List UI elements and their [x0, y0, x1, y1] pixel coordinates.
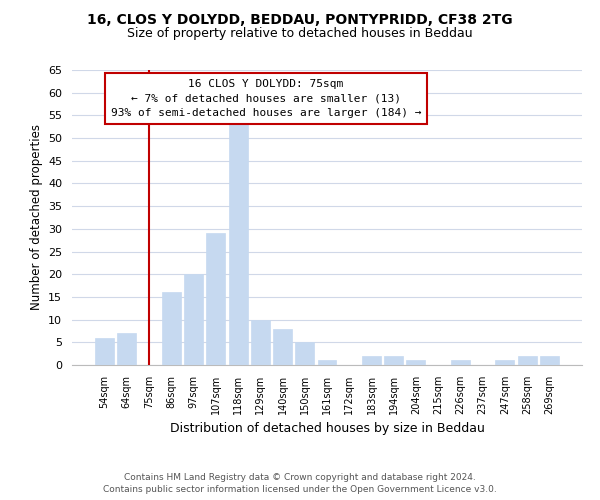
- Text: Size of property relative to detached houses in Beddau: Size of property relative to detached ho…: [127, 28, 473, 40]
- Bar: [295, 342, 314, 365]
- Bar: [273, 328, 292, 365]
- Bar: [496, 360, 514, 365]
- Text: 16, CLOS Y DOLYDD, BEDDAU, PONTYPRIDD, CF38 2TG: 16, CLOS Y DOLYDD, BEDDAU, PONTYPRIDD, C…: [87, 12, 513, 26]
- Bar: [184, 274, 203, 365]
- Bar: [384, 356, 403, 365]
- Bar: [229, 120, 248, 365]
- Text: Contains HM Land Registry data © Crown copyright and database right 2024.: Contains HM Land Registry data © Crown c…: [124, 472, 476, 482]
- Text: Contains public sector information licensed under the Open Government Licence v3: Contains public sector information licen…: [103, 485, 497, 494]
- Bar: [362, 356, 381, 365]
- Y-axis label: Number of detached properties: Number of detached properties: [29, 124, 43, 310]
- Text: 16 CLOS Y DOLYDD: 75sqm
← 7% of detached houses are smaller (13)
93% of semi-det: 16 CLOS Y DOLYDD: 75sqm ← 7% of detached…: [110, 79, 421, 118]
- Bar: [451, 360, 470, 365]
- Bar: [251, 320, 270, 365]
- Bar: [518, 356, 536, 365]
- Bar: [406, 360, 425, 365]
- X-axis label: Distribution of detached houses by size in Beddau: Distribution of detached houses by size …: [170, 422, 484, 436]
- Bar: [540, 356, 559, 365]
- Bar: [317, 360, 337, 365]
- Bar: [162, 292, 181, 365]
- Bar: [95, 338, 114, 365]
- Bar: [118, 333, 136, 365]
- Bar: [206, 234, 225, 365]
